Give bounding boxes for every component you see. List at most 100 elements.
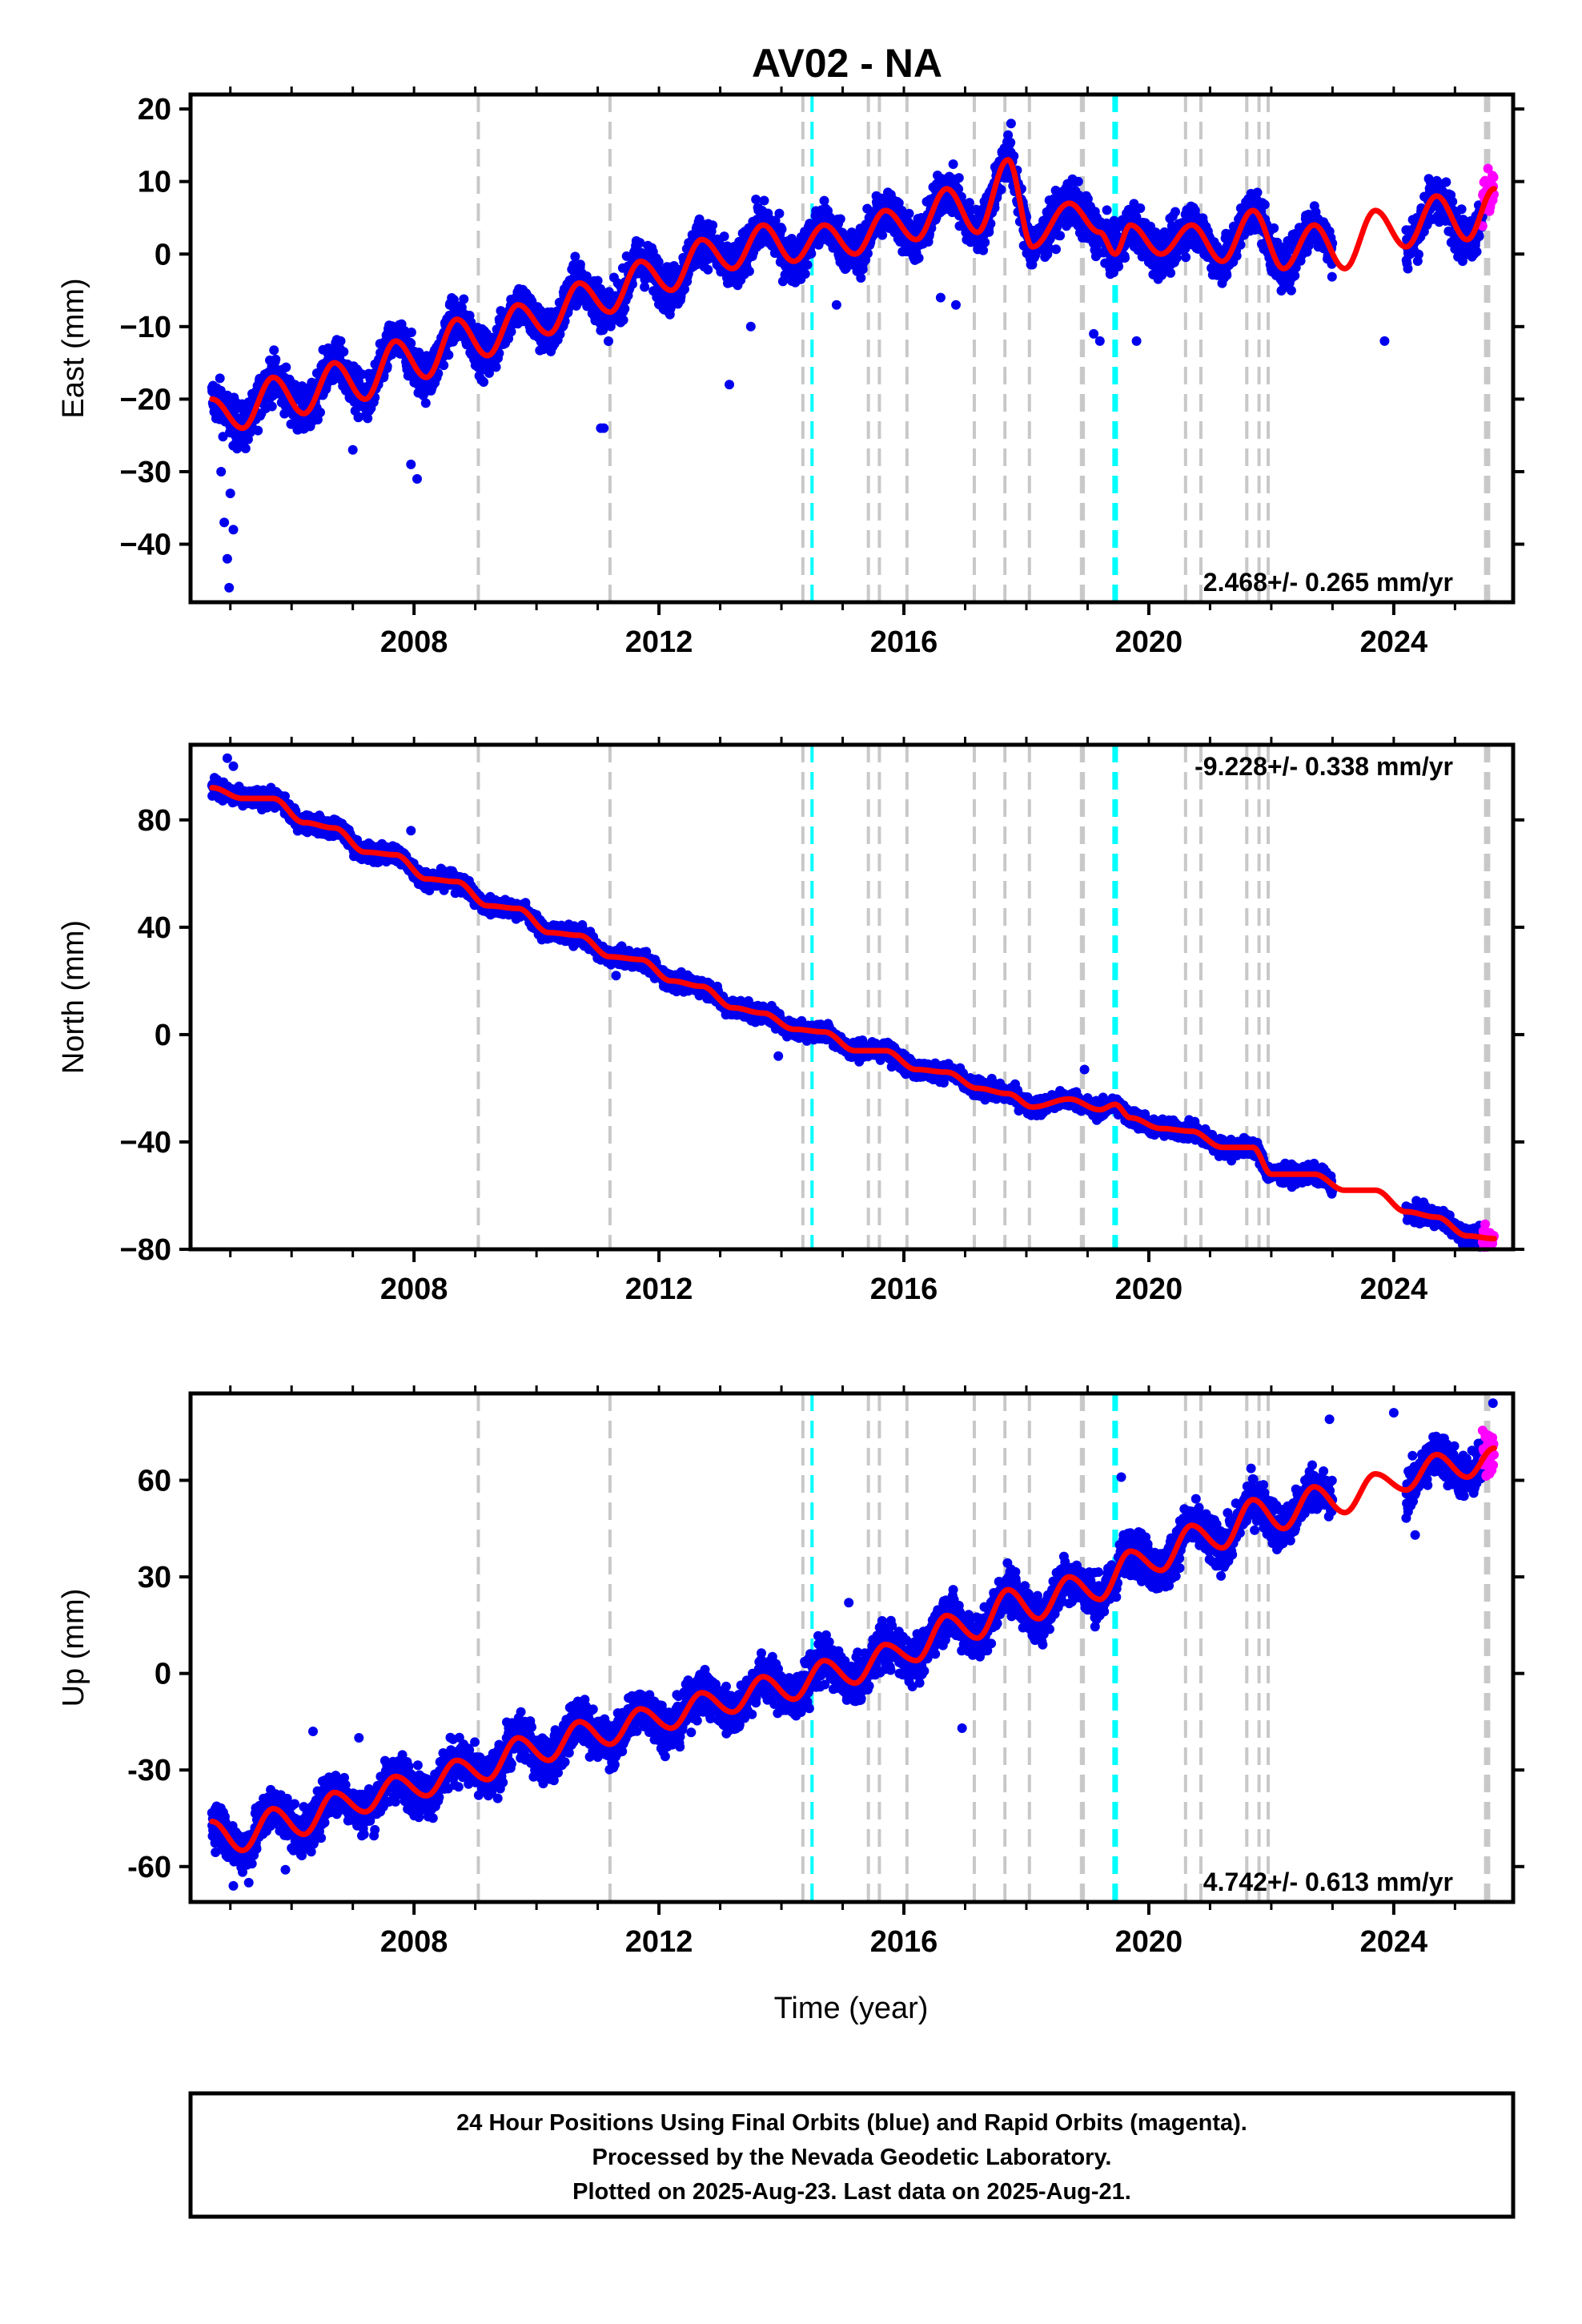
east-x-tick-label: 2008 xyxy=(380,625,448,659)
east-final-point xyxy=(570,251,580,262)
east-final-point xyxy=(1102,205,1112,215)
east-y-axis-label: East (mm) xyxy=(57,278,90,418)
east-final-point xyxy=(871,191,881,201)
east-final-point xyxy=(620,304,630,314)
east-final-point xyxy=(228,525,239,535)
east-final-point xyxy=(1006,119,1016,129)
east-final-point xyxy=(951,300,961,310)
east-final-point xyxy=(1259,199,1270,210)
east-final-point xyxy=(1120,253,1130,263)
east-final-point xyxy=(935,292,946,303)
east-x-tick-label: 2024 xyxy=(1360,625,1428,659)
east-final-point xyxy=(745,321,756,332)
east-final-point xyxy=(954,173,964,183)
east-final-point xyxy=(948,159,958,169)
east-final-point xyxy=(1286,285,1296,296)
east-final-point xyxy=(347,444,358,455)
east-final-point xyxy=(281,362,291,372)
chart-title: AV02 - NA xyxy=(752,41,942,86)
east-y-tick-label: −20 xyxy=(120,383,171,416)
east-final-point xyxy=(491,362,501,372)
east-x-tick-label: 2016 xyxy=(870,625,938,659)
east-final-point xyxy=(904,208,914,219)
east-panel: 20 10 0 −10 −20 −30 −40 2008 2012 2016 2020 2024 Ea… xyxy=(57,86,1524,659)
east-final-point xyxy=(1222,270,1232,280)
east-rapid-point xyxy=(1488,172,1499,183)
east-final-point xyxy=(1403,263,1413,274)
east-final-point xyxy=(1166,267,1176,278)
east-final-point xyxy=(253,425,263,436)
east-final-point xyxy=(877,230,888,240)
east-final-point xyxy=(267,401,277,412)
east-final-point xyxy=(653,257,664,267)
east-final-point xyxy=(269,345,279,356)
east-final-point xyxy=(406,459,416,469)
east-final-point xyxy=(335,336,346,346)
east-y-tick-label: 10 xyxy=(138,166,171,199)
east-final-point xyxy=(725,380,734,390)
east-event-lines xyxy=(476,94,1491,602)
east-final-point xyxy=(1327,271,1337,282)
east-final-point xyxy=(224,582,235,593)
east-final-point xyxy=(1472,247,1482,257)
east-final-point xyxy=(1094,336,1105,346)
east-final-point xyxy=(604,336,613,346)
east-y-tick-label: 20 xyxy=(138,93,171,127)
east-y-tick-label: 0 xyxy=(155,238,171,271)
east-final-point xyxy=(1131,336,1142,346)
east-final-point xyxy=(708,220,718,231)
east-final-point xyxy=(856,273,866,283)
east-final-point xyxy=(1413,249,1423,259)
east-final-point xyxy=(913,253,924,263)
east-final-point xyxy=(459,294,469,304)
east-final-point xyxy=(984,227,994,237)
east-final-point xyxy=(412,474,422,484)
east-final-point xyxy=(420,398,431,408)
east-final-point xyxy=(444,350,454,360)
east-final-point xyxy=(719,231,729,242)
east-final-point xyxy=(980,237,990,247)
east-final-point xyxy=(978,245,989,255)
east-rate-annotation: 2.468+/- 0.265 mm/yr xyxy=(1203,568,1453,597)
east-final-point xyxy=(1181,252,1191,263)
east-final-point xyxy=(219,517,230,528)
east-final-point xyxy=(1006,138,1016,147)
east-final-point xyxy=(354,412,364,422)
east-final-point xyxy=(315,408,325,417)
east-final-point xyxy=(599,423,609,433)
east-final-point xyxy=(215,373,225,384)
east-final-point xyxy=(1114,261,1124,271)
east-final-point xyxy=(225,489,235,499)
east-final-point xyxy=(1073,176,1083,187)
east-final-point xyxy=(1269,223,1279,233)
east-final-point xyxy=(1441,177,1452,187)
east-final-point xyxy=(831,300,841,310)
east-final-point xyxy=(216,467,227,476)
east-final-point xyxy=(592,275,603,286)
east-final-point xyxy=(506,327,516,337)
east-final-point xyxy=(800,269,810,279)
east-final-point xyxy=(575,259,585,270)
east-x-tick-label: 2012 xyxy=(625,625,693,659)
east-final-point xyxy=(759,195,769,206)
east-final-point xyxy=(1135,203,1146,213)
east-final-point xyxy=(1055,231,1066,241)
east-x-tick-label: 2020 xyxy=(1115,625,1183,659)
east-final-point xyxy=(439,360,449,371)
east-final-point xyxy=(1379,336,1390,346)
east-final-point xyxy=(618,315,628,325)
east-y-tick-label: −30 xyxy=(120,456,171,489)
east-final-point xyxy=(789,271,799,281)
east-final-point xyxy=(312,415,323,424)
east-final-point xyxy=(339,347,349,357)
east-final-point xyxy=(1252,187,1263,198)
east-final-point xyxy=(240,444,251,453)
east-y-tick-label: −40 xyxy=(120,529,171,562)
east-final-point xyxy=(777,224,787,235)
east-final-point xyxy=(271,354,281,364)
east-final-point xyxy=(703,264,713,275)
east-final-point xyxy=(479,377,489,387)
east-y-tick-label: −10 xyxy=(120,311,171,344)
east-final-point xyxy=(222,553,232,564)
east-final-point xyxy=(835,214,845,224)
